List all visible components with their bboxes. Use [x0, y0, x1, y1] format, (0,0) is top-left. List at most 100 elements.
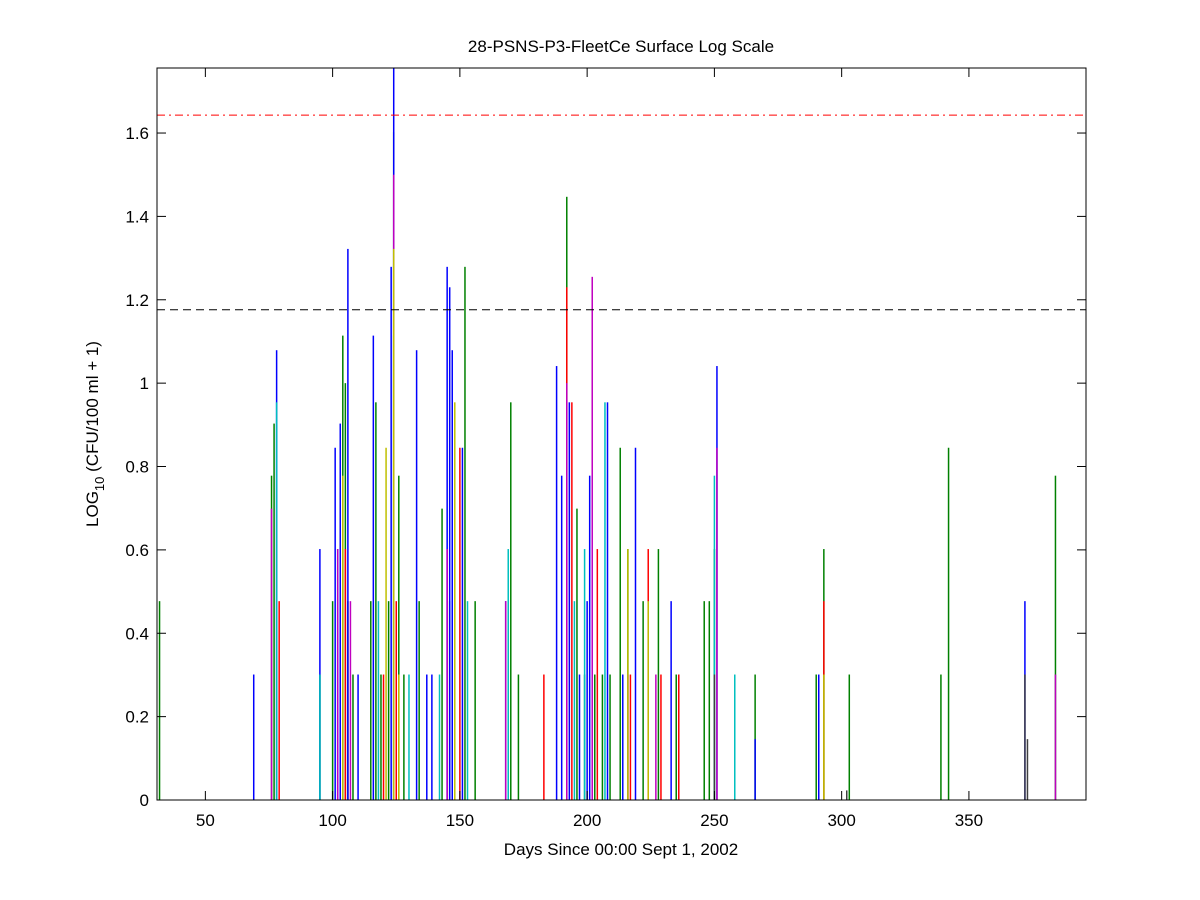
bar: [398, 475, 400, 800]
bar: [357, 674, 359, 800]
bar: [507, 549, 509, 800]
bar: [713, 674, 716, 800]
bar: [606, 402, 609, 800]
bar: [395, 601, 397, 800]
bar: [504, 601, 507, 800]
bar: [446, 266, 448, 800]
x-tick-label: 50: [196, 811, 215, 830]
plot-frame: [156, 67, 1087, 801]
bar: [642, 601, 644, 800]
bar: [408, 674, 410, 800]
bar: [375, 402, 377, 800]
y-tick-label: 0: [140, 791, 149, 810]
bar: [398, 674, 400, 800]
bar: [464, 266, 466, 800]
bar: [1054, 674, 1057, 800]
x-tick-label: 200: [573, 811, 601, 830]
bar: [334, 447, 336, 800]
bar: [657, 549, 660, 800]
bar: [319, 674, 321, 800]
x-tick-label: 350: [955, 811, 983, 830]
bar: [578, 674, 581, 800]
bar: [451, 350, 453, 800]
bar: [454, 402, 456, 800]
bar: [1024, 674, 1026, 800]
bar: [1026, 739, 1029, 800]
bar: [441, 508, 443, 800]
bar: [675, 674, 677, 800]
x-axis-label: Days Since 00:00 Sept 1, 2002: [504, 840, 738, 859]
bar: [418, 601, 420, 800]
bar: [754, 674, 756, 800]
bar: [754, 739, 756, 800]
bar: [583, 549, 586, 800]
bar: [588, 475, 591, 800]
bar: [415, 350, 418, 800]
y-tick-label: 1.4: [125, 207, 149, 226]
bar: [660, 674, 662, 800]
bar: [403, 674, 405, 800]
bar: [609, 674, 611, 800]
bar: [336, 549, 339, 800]
bar: [372, 335, 375, 800]
bar: [627, 549, 629, 800]
bar: [382, 674, 385, 800]
bar: [848, 674, 851, 800]
bar: [344, 549, 347, 800]
bar: [594, 674, 596, 800]
bar: [619, 447, 621, 800]
bar: [431, 674, 433, 800]
bar: [604, 402, 606, 800]
y-tick-label: 0.4: [125, 624, 149, 643]
bar: [278, 601, 280, 800]
bar: [586, 601, 588, 800]
bar: [940, 674, 942, 800]
y-tick-label: 1.2: [125, 291, 149, 310]
bar: [385, 447, 387, 800]
bar: [275, 402, 278, 800]
y-label-main: LOG: [83, 491, 102, 527]
bar: [734, 674, 736, 800]
bar: [708, 601, 711, 800]
bar: [947, 447, 950, 800]
bar: [426, 674, 428, 800]
y-tick-label: 1: [140, 374, 149, 393]
bar: [273, 423, 275, 800]
bar: [818, 674, 820, 800]
bar: [846, 790, 848, 800]
bar: [576, 508, 578, 800]
bar: [474, 601, 476, 800]
bar: [571, 402, 573, 800]
bar: [392, 248, 395, 800]
x-tick-label: 250: [700, 811, 728, 830]
bar: [252, 674, 255, 800]
bar: [352, 674, 354, 800]
bar: [510, 402, 512, 800]
bar: [377, 601, 380, 800]
bar: [543, 674, 545, 800]
bar: [573, 601, 576, 800]
y-tick-label: 0.2: [125, 708, 149, 727]
bar: [716, 447, 718, 800]
bar: [713, 475, 716, 800]
y-label-rest: (CFU/100 ml + 1): [83, 341, 102, 477]
bar: [466, 601, 469, 800]
bar: [655, 674, 657, 800]
bar: [629, 674, 632, 800]
bar: [647, 601, 649, 800]
x-tick-label: 150: [446, 811, 474, 830]
bar: [555, 366, 558, 800]
bar: [448, 287, 451, 801]
bar: [560, 475, 563, 800]
bar: [331, 601, 334, 800]
bar: [1054, 475, 1057, 800]
bar: [349, 601, 352, 800]
bar: [703, 601, 705, 800]
bar: [517, 674, 520, 800]
bar: [347, 248, 349, 800]
x-tick-label: 300: [827, 811, 855, 830]
bar: [387, 601, 390, 800]
bar: [634, 447, 637, 800]
